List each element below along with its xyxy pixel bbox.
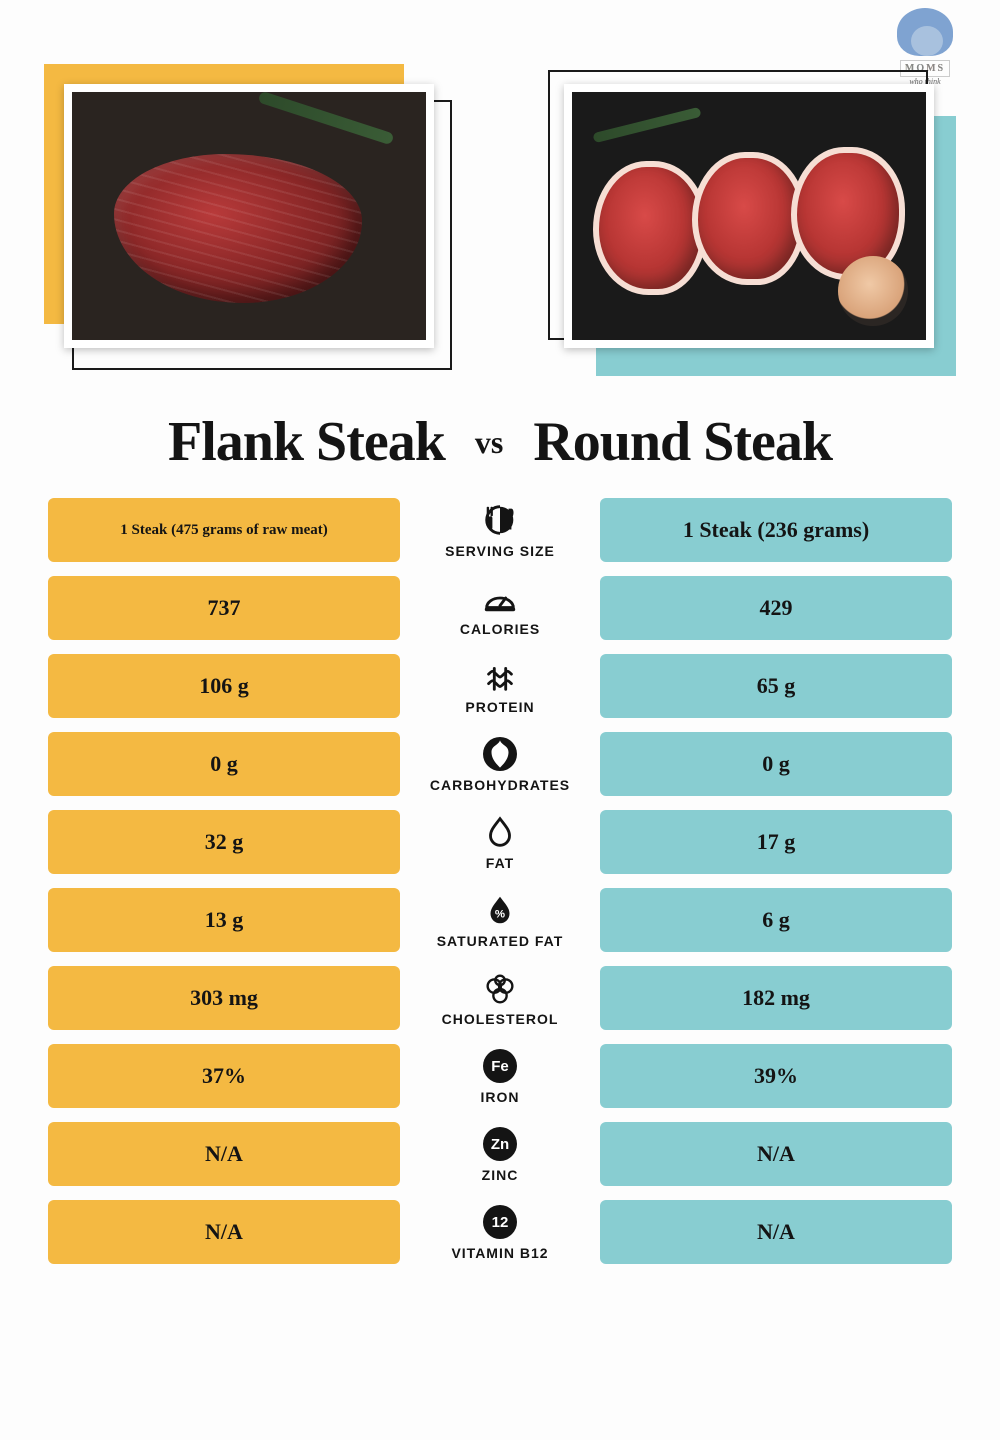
right-value-calories: 429 <box>600 576 952 640</box>
right-value-iron: 39% <box>600 1044 952 1108</box>
flank-steak-photo <box>64 84 434 348</box>
left-value-serving: 1 Steak (475 grams of raw meat) <box>48 498 400 562</box>
left-title: Flank Steak <box>168 410 445 474</box>
metric-label-text: VITAMIN B12 <box>451 1245 548 1261</box>
left-value-zinc: N/A <box>48 1122 400 1186</box>
nutrition-table: 1 Steak (475 grams of raw meat) SERVING S… <box>0 498 1000 1318</box>
left-value-b12: N/A <box>48 1200 400 1264</box>
iron-icon: Fe <box>481 1047 519 1085</box>
metric-label-carbs: CARBOHYDRATES <box>410 735 590 793</box>
metric-row-fat: 32 g FAT 17 g <box>48 810 952 874</box>
svg-text:%: % <box>495 909 505 921</box>
metric-row-satfat: 13 g% SATURATED FAT 6 g <box>48 888 952 952</box>
vs-label: vs <box>475 424 503 461</box>
flank-steak-illustration <box>114 154 362 303</box>
metric-label-iron: Fe IRON <box>410 1047 590 1105</box>
metric-label-satfat: % SATURATED FAT <box>410 891 590 949</box>
round-steak-illustration <box>593 161 706 295</box>
rosemary-icon <box>592 107 701 143</box>
title-row: Flank Steak vs Round Steak <box>0 380 1000 498</box>
metric-label-protein: PROTEIN <box>410 657 590 715</box>
protein-icon <box>481 657 519 695</box>
right-value-cholesterol: 182 mg <box>600 966 952 1030</box>
right-value-carbs: 0 g <box>600 732 952 796</box>
logo-bird-icon <box>897 8 953 56</box>
carbs-icon <box>481 735 519 773</box>
right-value-satfat: 6 g <box>600 888 952 952</box>
left-value-carbs: 0 g <box>48 732 400 796</box>
metric-label-text: IRON <box>481 1089 520 1105</box>
right-image-wrap <box>560 80 940 360</box>
metric-label-fat: FAT <box>410 813 590 871</box>
metric-row-cholesterol: 303 mg CHOLESTEROL 182 mg <box>48 966 952 1030</box>
right-value-fat: 17 g <box>600 810 952 874</box>
metric-label-text: CARBOHYDRATES <box>430 777 570 793</box>
b12-icon: 12 <box>481 1203 519 1241</box>
metric-label-text: SATURATED FAT <box>437 933 564 949</box>
metric-row-calories: 737 CALORIES 429 <box>48 576 952 640</box>
metric-row-serving: 1 Steak (475 grams of raw meat) SERVING S… <box>48 498 952 562</box>
left-value-cholesterol: 303 mg <box>48 966 400 1030</box>
satfat-icon: % <box>481 891 519 929</box>
metric-label-b12: 12 VITAMIN B12 <box>410 1203 590 1261</box>
metric-label-text: ZINC <box>482 1167 519 1183</box>
right-value-serving: 1 Steak (236 grams) <box>600 498 952 562</box>
left-value-calories: 737 <box>48 576 400 640</box>
fat-icon <box>481 813 519 851</box>
round-steak-photo <box>564 84 934 348</box>
metric-label-serving: SERVING SIZE <box>410 501 590 559</box>
serving-icon <box>481 501 519 539</box>
left-image-wrap <box>60 80 440 360</box>
calories-icon <box>481 579 519 617</box>
salt-bowl-icon <box>838 256 908 326</box>
metric-label-text: CALORIES <box>460 621 540 637</box>
metric-label-zinc: Zn ZINC <box>410 1125 590 1183</box>
round-steak-illustration <box>692 152 805 286</box>
rosemary-icon <box>258 92 395 145</box>
left-value-iron: 37% <box>48 1044 400 1108</box>
metric-label-text: CHOLESTEROL <box>442 1011 559 1027</box>
metric-row-zinc: N/A Zn ZINC N/A <box>48 1122 952 1186</box>
right-value-zinc: N/A <box>600 1122 952 1186</box>
left-value-satfat: 13 g <box>48 888 400 952</box>
metric-label-text: SERVING SIZE <box>445 543 555 559</box>
metric-label-text: FAT <box>486 855 514 871</box>
metric-row-iron: 37% Fe IRON 39% <box>48 1044 952 1108</box>
metric-row-b12: N/A 12 VITAMIN B12 N/A <box>48 1200 952 1264</box>
comparison-images <box>0 0 1000 380</box>
metric-label-cholesterol: CHOLESTEROL <box>410 969 590 1027</box>
metric-row-carbs: 0 g CARBOHYDRATES 0 g <box>48 732 952 796</box>
zinc-icon: Zn <box>481 1125 519 1163</box>
left-value-protein: 106 g <box>48 654 400 718</box>
right-title: Round Steak <box>533 410 832 474</box>
metric-label-calories: CALORIES <box>410 579 590 637</box>
right-value-b12: N/A <box>600 1200 952 1264</box>
metric-label-text: PROTEIN <box>465 699 534 715</box>
left-value-fat: 32 g <box>48 810 400 874</box>
right-value-protein: 65 g <box>600 654 952 718</box>
cholesterol-icon <box>481 969 519 1007</box>
metric-row-protein: 106 g PROTEIN 65 g <box>48 654 952 718</box>
